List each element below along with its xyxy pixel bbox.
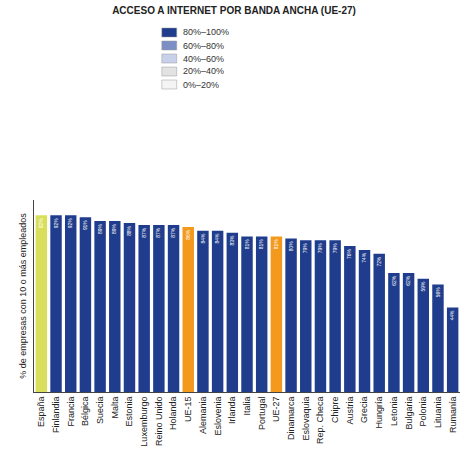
svg-text:92%: 92% bbox=[54, 218, 59, 228]
svg-text:59%: 59% bbox=[421, 281, 426, 291]
svg-text:Chipre: Chipre bbox=[330, 397, 340, 424]
svg-text:Luxemburgo: Luxemburgo bbox=[139, 397, 149, 447]
svg-text:Hungría: Hungría bbox=[374, 397, 384, 429]
svg-text:87%: 87% bbox=[156, 227, 161, 237]
svg-text:81%: 81% bbox=[259, 239, 264, 249]
svg-text:Dinamarca: Dinamarca bbox=[286, 397, 296, 441]
svg-text:62%: 62% bbox=[406, 275, 411, 285]
svg-text:88%: 88% bbox=[127, 225, 132, 235]
svg-text:ACCESO A INTERNET POR BANDA AN: ACCESO A INTERNET POR BANDA ANCHA (UE-27… bbox=[112, 5, 356, 16]
svg-text:Bulgaria: Bulgaria bbox=[404, 397, 414, 430]
svg-text:91%: 91% bbox=[83, 220, 88, 230]
svg-text:86%: 86% bbox=[186, 229, 191, 239]
svg-text:60%–80%: 60%–80% bbox=[183, 41, 224, 51]
svg-text:España: España bbox=[36, 397, 46, 428]
svg-text:84%: 84% bbox=[201, 233, 206, 243]
svg-text:72%: 72% bbox=[377, 256, 382, 266]
svg-text:Eslovenia: Eslovenia bbox=[213, 397, 223, 436]
svg-text:0%–20%: 0%–20% bbox=[183, 80, 219, 90]
svg-text:Rep. Checa: Rep. Checa bbox=[315, 397, 325, 445]
svg-text:Austria: Austria bbox=[345, 397, 355, 425]
svg-text:81%: 81% bbox=[245, 239, 250, 249]
svg-text:Eslovaquia: Eslovaquia bbox=[301, 397, 311, 441]
svg-text:79%: 79% bbox=[303, 243, 308, 253]
svg-text:89%: 89% bbox=[112, 223, 117, 233]
svg-text:Polonia: Polonia bbox=[418, 397, 428, 427]
svg-text:80%: 80% bbox=[289, 241, 294, 251]
svg-text:Italia: Italia bbox=[242, 397, 252, 416]
svg-text:84%: 84% bbox=[215, 233, 220, 243]
svg-text:87%: 87% bbox=[171, 227, 176, 237]
svg-text:56%: 56% bbox=[436, 287, 441, 297]
svg-text:Finlandia: Finlandia bbox=[51, 397, 61, 434]
svg-text:UE-15: UE-15 bbox=[183, 397, 193, 423]
svg-text:Alemania: Alemania bbox=[198, 397, 208, 435]
svg-text:74%: 74% bbox=[362, 252, 367, 262]
svg-text:92%: 92% bbox=[39, 218, 44, 228]
svg-text:Portugal: Portugal bbox=[257, 397, 267, 431]
svg-text:20%–40%: 20%–40% bbox=[183, 66, 224, 76]
svg-text:81%: 81% bbox=[274, 239, 279, 249]
svg-text:Grecia: Grecia bbox=[359, 397, 369, 424]
svg-text:76%: 76% bbox=[347, 248, 352, 258]
svg-text:Estonia: Estonia bbox=[124, 397, 134, 427]
svg-text:Reino Unido: Reino Unido bbox=[154, 397, 164, 447]
svg-text:79%: 79% bbox=[333, 243, 338, 253]
svg-text:UE-27: UE-27 bbox=[271, 397, 281, 423]
svg-text:80%–100%: 80%–100% bbox=[183, 27, 229, 37]
svg-text:Letonia: Letonia bbox=[389, 397, 399, 427]
svg-text:Irlanda: Irlanda bbox=[227, 397, 237, 425]
svg-text:62%: 62% bbox=[392, 275, 397, 285]
svg-text:44%: 44% bbox=[450, 310, 455, 320]
svg-text:% de empresas con 10 o más emp: % de empresas con 10 o más empleados bbox=[18, 213, 28, 379]
svg-text:83%: 83% bbox=[230, 235, 235, 245]
svg-text:Malta: Malta bbox=[110, 397, 120, 419]
svg-text:92%: 92% bbox=[68, 218, 73, 228]
svg-text:Francia: Francia bbox=[66, 397, 76, 427]
svg-text:79%: 79% bbox=[318, 243, 323, 253]
svg-text:Rumanía: Rumanía bbox=[448, 397, 458, 434]
svg-text:Suecia: Suecia bbox=[95, 397, 105, 425]
svg-text:40%–60%: 40%–60% bbox=[183, 54, 224, 64]
svg-text:Lituania: Lituania bbox=[433, 397, 443, 429]
svg-text:89%: 89% bbox=[98, 223, 103, 233]
svg-text:Holanda: Holanda bbox=[168, 397, 178, 431]
svg-text:87%: 87% bbox=[142, 227, 147, 237]
svg-text:Bélgica: Bélgica bbox=[80, 397, 90, 427]
